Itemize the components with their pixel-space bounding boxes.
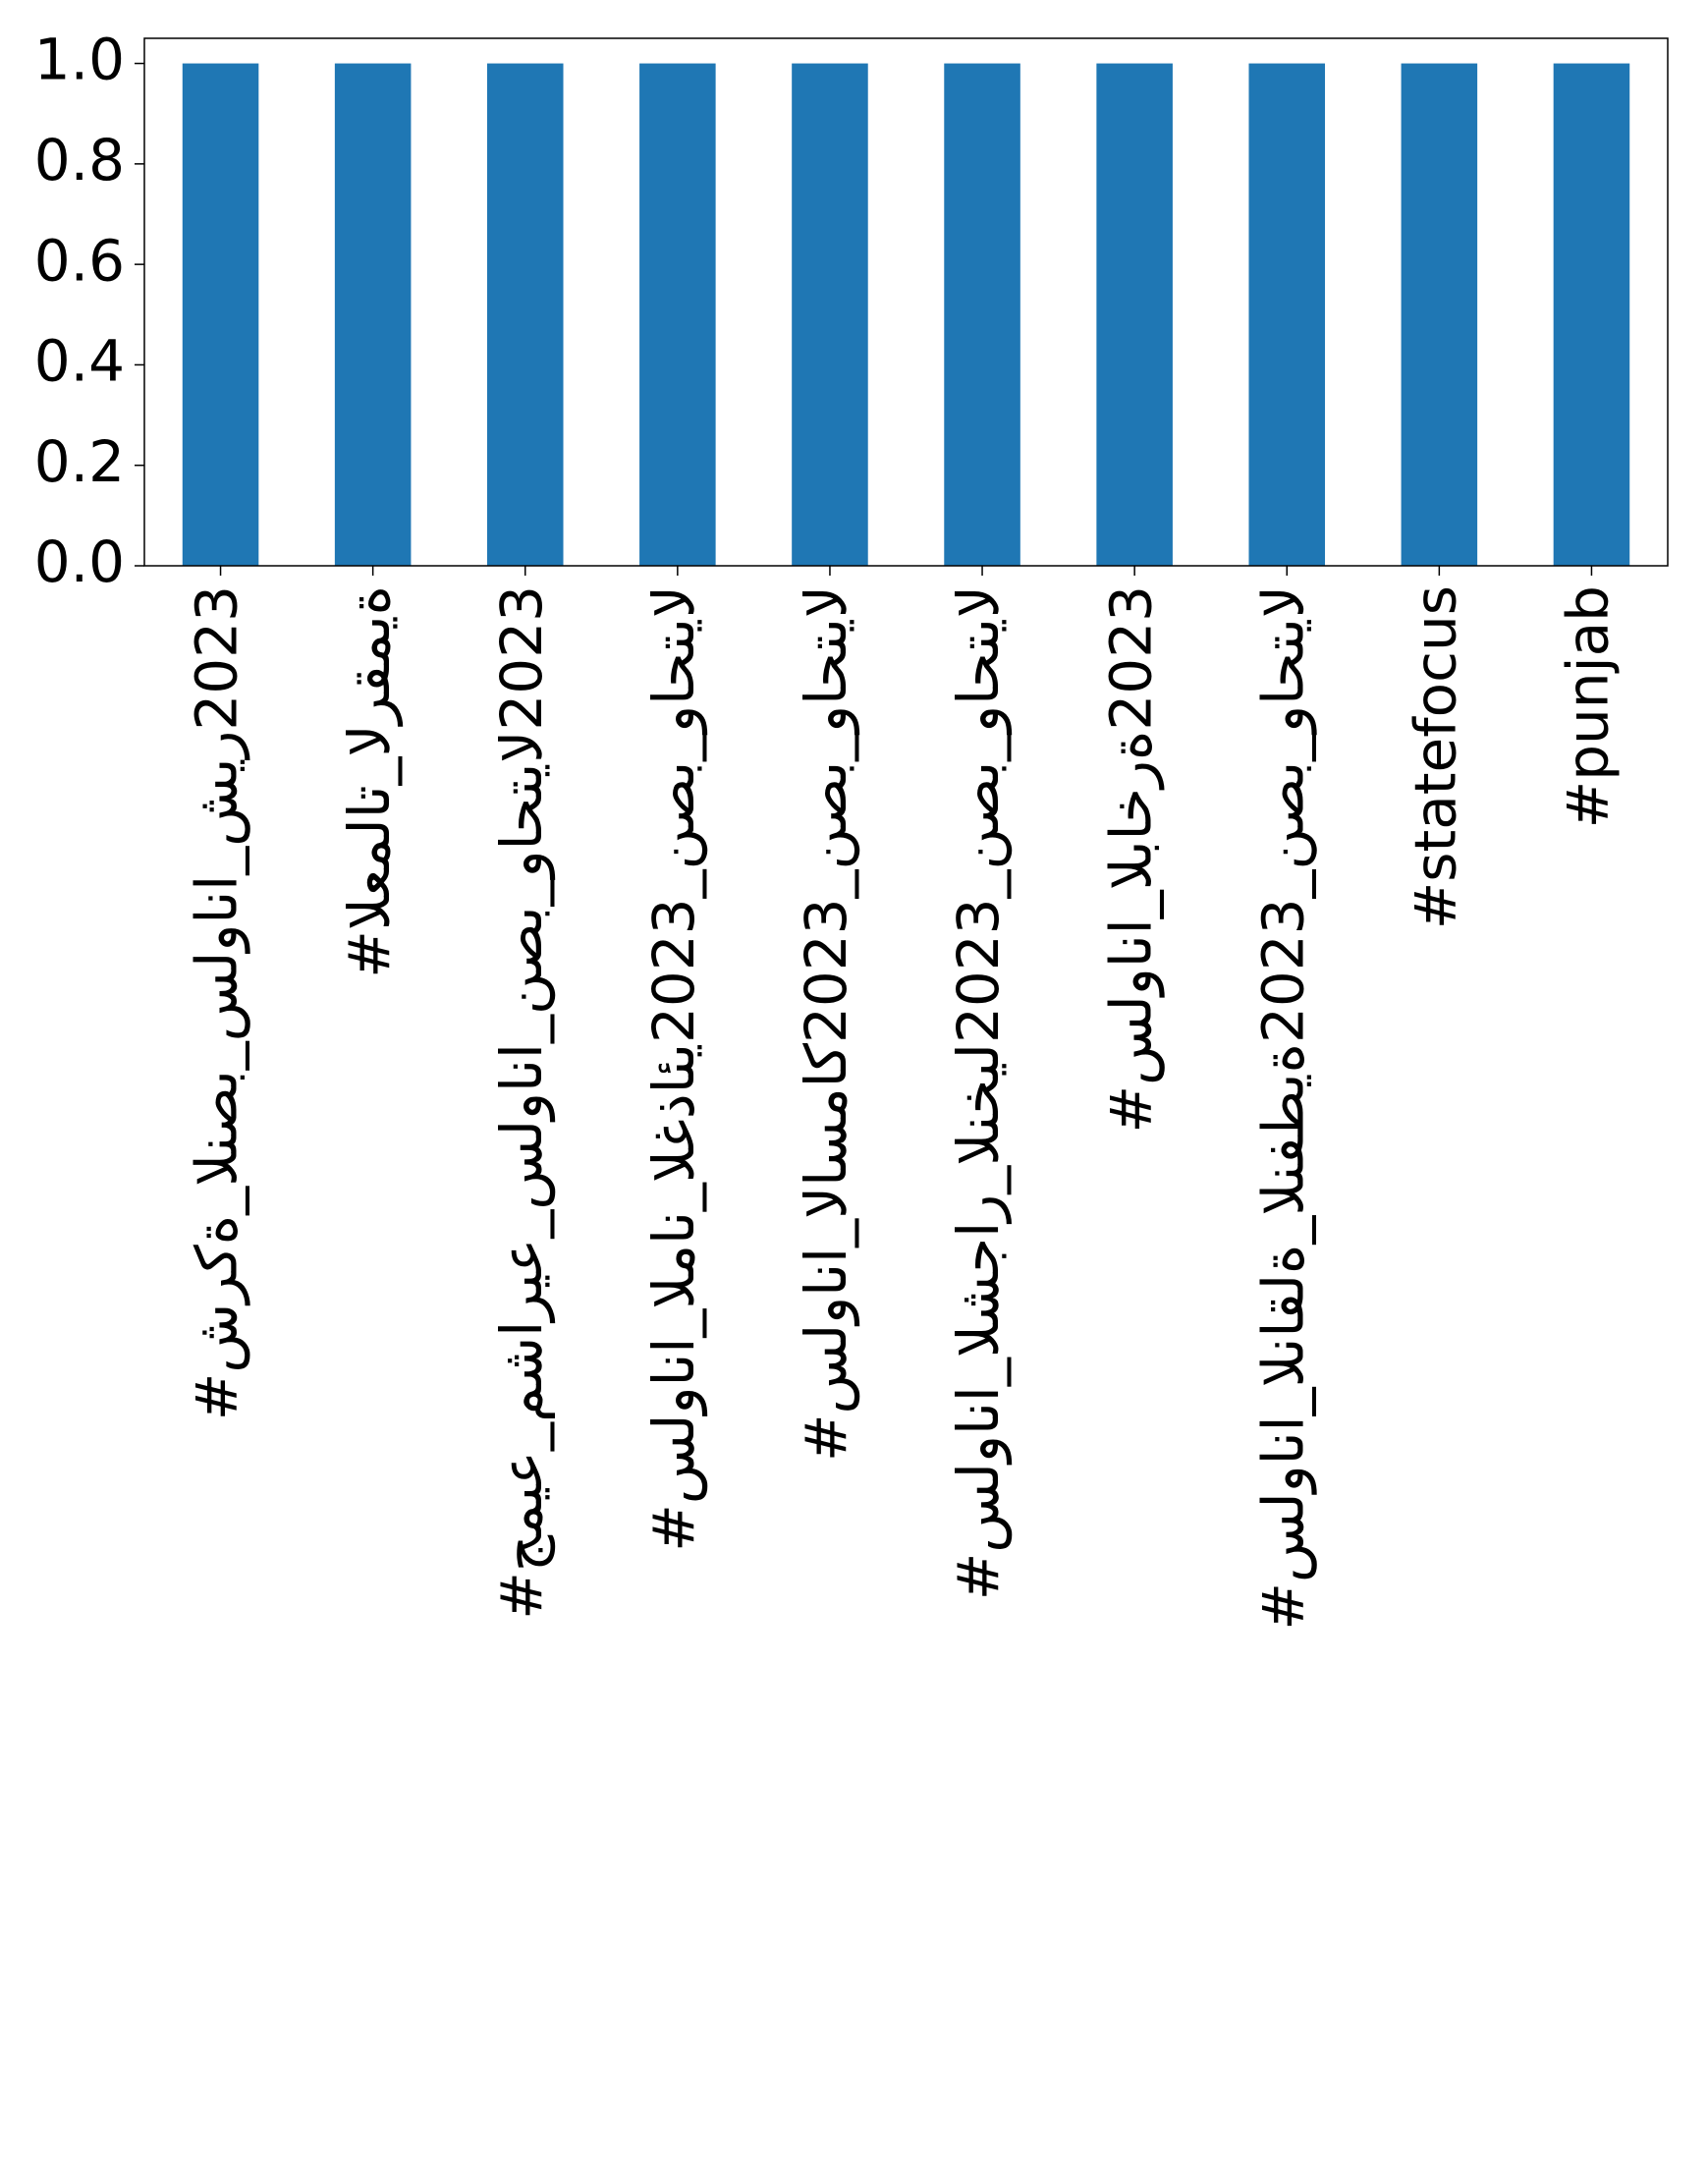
x-tick-label: #جميع_مشاريع_سلوانا_نصب_واحتيال2023 — [488, 585, 556, 1620]
bar — [944, 63, 1020, 567]
bar — [334, 63, 412, 567]
y-tick-label: 1.0 — [34, 27, 125, 93]
bar — [1401, 63, 1478, 567]
y-tick-label: 0.6 — [34, 227, 125, 294]
bar — [182, 63, 259, 567]
x-tick-label: #punjab — [1555, 585, 1622, 828]
x-tick-label: #شركة_النصب_سلوانا_شير2023 — [184, 585, 251, 1420]
bar — [1096, 63, 1173, 567]
x-tick-label: #سلوانا_الاسماك2023_نصب_واحتيال — [793, 585, 860, 1462]
bar — [486, 63, 564, 567]
bar — [1248, 63, 1326, 567]
y-tick-label: 0.8 — [34, 127, 125, 194]
x-tick-label: #سلوانا_الباخرة2023 — [1097, 585, 1165, 1133]
bar — [792, 63, 868, 567]
x-tick-label: #سلوانا_الناقلة_النفطية2023_نصب_واحتيال — [1249, 585, 1317, 1631]
x-tick-label: #سلوانا_المان_الغذائي2023_نصب_واحتيال — [640, 585, 708, 1552]
x-tick-label: #سلوانا_الشجار_النخيل2023_نصب_واحتيال — [945, 585, 1013, 1600]
bar — [1553, 63, 1630, 567]
x-tick-label: #statefocus — [1402, 585, 1468, 929]
x-tick-label: #العملات_الرقمية — [336, 585, 404, 978]
y-tick-label: 0.4 — [34, 328, 125, 395]
bar — [639, 63, 716, 567]
y-tick-label: 0.2 — [34, 428, 125, 495]
plot-frame — [143, 37, 1669, 567]
y-tick-label: 0.0 — [34, 528, 125, 595]
